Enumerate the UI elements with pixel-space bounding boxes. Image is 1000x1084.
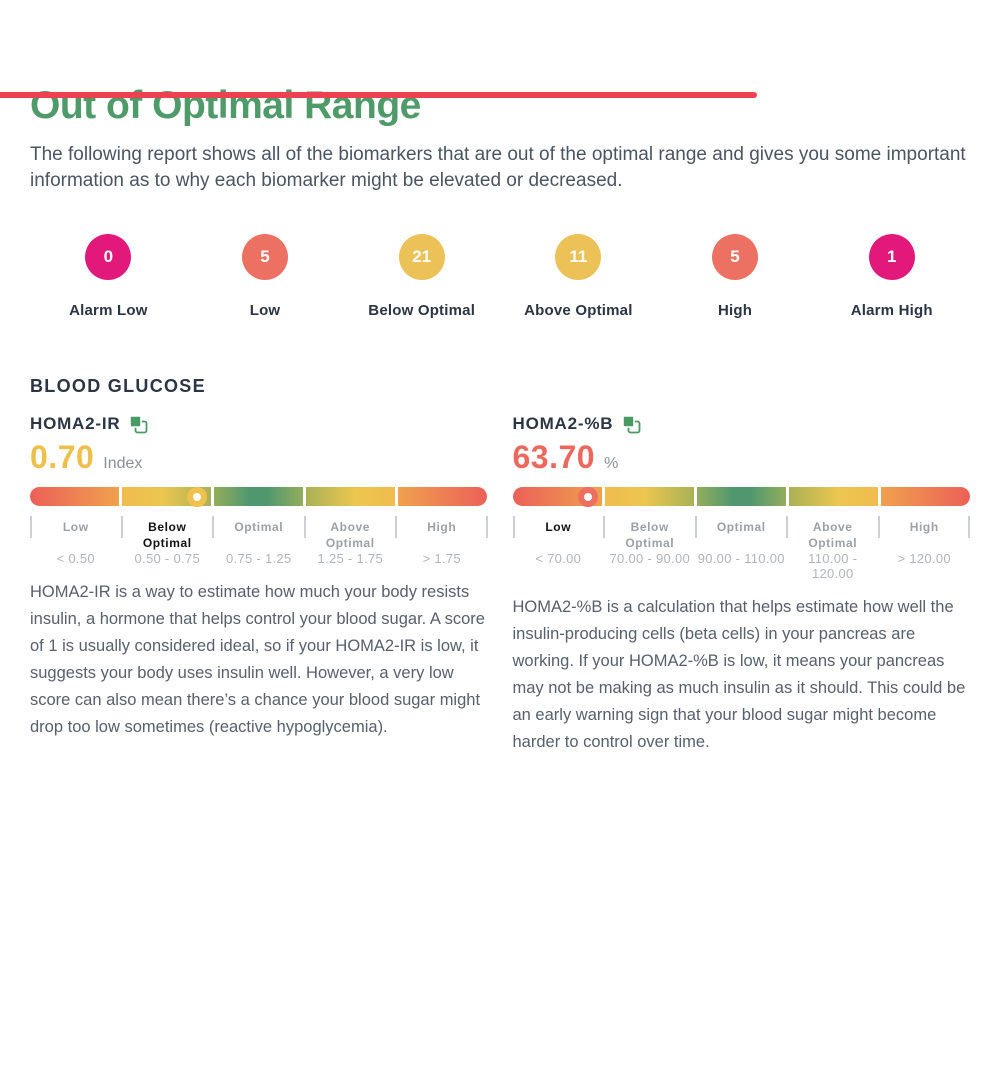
zone-label: Optimal xyxy=(234,520,284,534)
scale-tick xyxy=(512,516,515,538)
biomarker-name: HOMA2-IR xyxy=(30,414,121,433)
scale-tick xyxy=(120,516,123,538)
zone-range: > 1.75 xyxy=(422,551,461,566)
gauge-segment-high xyxy=(398,487,488,506)
biomarker-cards: HOMA2-IR 0.70 Index xyxy=(30,414,970,756)
biomarker-unit: Index xyxy=(103,455,143,472)
intro-text: The following report shows all of the bi… xyxy=(30,144,966,191)
gauge-segment-high xyxy=(880,487,970,506)
scale-tick xyxy=(30,516,32,538)
zone-label: Low xyxy=(62,520,89,534)
zone-range: 110.00 - 120.00 xyxy=(808,551,858,581)
zone-range: 0.75 - 1.25 xyxy=(226,551,292,566)
zone-range: < 0.50 xyxy=(56,551,95,566)
zone-label: Optimal xyxy=(716,520,766,534)
zone-label: Low xyxy=(545,520,572,534)
summary-count-badge: 1 xyxy=(868,234,915,280)
zone-range: 70.00 - 90.00 xyxy=(609,551,691,566)
gauge-segment-below-optimal xyxy=(604,487,694,506)
summary-label: Alarm High xyxy=(850,302,933,319)
zone-label: Below Optimal xyxy=(625,520,675,550)
scale-tick xyxy=(603,516,605,538)
duplicate-icon[interactable] xyxy=(622,414,641,434)
summary-label: Below Optimal xyxy=(368,302,476,319)
gauge-scale: Low Below Optimal Optimal Above Optimal … xyxy=(512,516,970,581)
zone-label: Below Optimal xyxy=(142,520,192,550)
summary-count-badge: 5 xyxy=(712,234,759,280)
summary-item-high: 5 High xyxy=(657,234,814,319)
summary-count-badge: 21 xyxy=(398,234,445,280)
biomarker-description: HOMA2-IR is a way to estimate how much y… xyxy=(30,583,485,736)
summary-count-badge: 5 xyxy=(242,234,288,280)
zone-range: > 120.00 xyxy=(897,551,951,566)
range-marker xyxy=(186,486,207,507)
scale-tick xyxy=(877,516,880,538)
gauge-scale: Low Below Optimal Optimal Above Optimal … xyxy=(30,516,488,566)
zone-range: 90.00 - 110.00 xyxy=(697,551,785,566)
gauge-segment-optimal xyxy=(214,487,304,506)
range-marker xyxy=(577,486,598,507)
zone-label: Above Optimal xyxy=(808,520,858,550)
report-page: Out of Optimal Range The following repor… xyxy=(0,84,1000,756)
scale-tick xyxy=(786,516,788,538)
zone-range: 0.50 - 0.75 xyxy=(134,551,200,566)
page-title: Out of Optimal Range xyxy=(30,84,421,127)
summary-item-low: 5 Low xyxy=(187,234,344,319)
zone-label: Above Optimal xyxy=(325,520,375,550)
summary-item-alarm-low: 0 Alarm Low xyxy=(30,234,187,319)
summary-label: Low xyxy=(249,302,281,319)
biomarker-card-homa2-pct-b: HOMA2-%B 63.70 % xyxy=(512,414,971,756)
zone-label: High xyxy=(427,520,457,534)
summary-count-badge: 0 xyxy=(85,234,132,280)
biomarker-value: 63.70 xyxy=(512,439,596,475)
scale-tick xyxy=(395,516,397,538)
summary-item-alarm-high: 1 Alarm High xyxy=(813,234,970,319)
biomarker-name: HOMA2-%B xyxy=(512,414,614,433)
scale-tick xyxy=(694,516,697,538)
zone-range: 1.25 - 1.75 xyxy=(317,551,383,566)
scale-tick xyxy=(303,516,306,538)
biomarker-description: HOMA2-%B is a calculation that helps est… xyxy=(512,598,966,751)
duplicate-icon[interactable] xyxy=(129,414,148,434)
summary-label: Above Optimal xyxy=(524,302,633,319)
zone-label: High xyxy=(909,520,939,534)
gauge-segment-above-optimal xyxy=(306,487,396,506)
summary-label: Alarm Low xyxy=(69,302,148,319)
scale-tick xyxy=(485,516,488,538)
section-title-blood-glucose: BLOOD GLUCOSE xyxy=(30,376,206,396)
gauge-segment-optimal xyxy=(696,487,786,506)
gauge-segment-low xyxy=(30,487,120,506)
scale-tick xyxy=(212,516,214,538)
biomarker-value: 0.70 xyxy=(30,439,95,475)
biomarker-unit: % xyxy=(604,455,619,472)
top-accent-bar xyxy=(0,92,757,98)
range-gauge-bar xyxy=(512,486,971,507)
zone-range: < 70.00 xyxy=(535,551,582,566)
summary-item-below-optimal: 21 Below Optimal xyxy=(343,234,500,319)
summary-badges-row: 0 Alarm Low 5 Low 21 Below Optimal 11 Ab… xyxy=(30,234,970,319)
gauge-segment-above-optimal xyxy=(788,487,878,506)
range-gauge-bar xyxy=(30,486,488,507)
summary-count-badge: 11 xyxy=(555,234,602,280)
biomarker-card-homa2-ir: HOMA2-IR 0.70 Index xyxy=(30,414,488,756)
scale-tick xyxy=(968,516,970,538)
summary-item-above-optimal: 11 Above Optimal xyxy=(500,234,657,319)
summary-label: High xyxy=(717,302,753,319)
